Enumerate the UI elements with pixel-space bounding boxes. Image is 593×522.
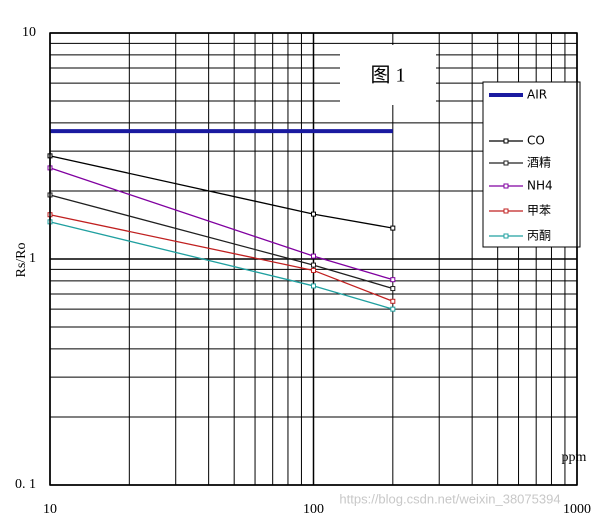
legend-box [482, 81, 581, 248]
data-point [390, 306, 396, 312]
data-point [390, 225, 396, 231]
legend-marker [503, 138, 509, 144]
data-point [311, 262, 316, 268]
legend-marker [503, 183, 509, 189]
legend-label: 丙酮 [527, 229, 551, 243]
data-point [390, 286, 396, 292]
data-point [390, 277, 396, 283]
watermark: https://blog.csdn.net/weixin_38075394 [339, 491, 560, 506]
y-tick-label: 1 [29, 251, 36, 266]
series-line [49, 221, 394, 310]
series-line [49, 214, 394, 302]
chart-title: 图 1 [371, 65, 406, 87]
legend-label: 甲苯 [527, 204, 551, 218]
legend-label: NH4 [527, 179, 553, 193]
legend-marker [503, 233, 509, 239]
data-point [311, 267, 316, 273]
legend-marker [503, 208, 509, 214]
y-tick-label: 10 [22, 25, 36, 40]
title-box [340, 45, 436, 105]
legend-label: AIR [527, 88, 547, 102]
series-line [49, 155, 393, 229]
plot-border [49, 32, 578, 486]
data-point [311, 253, 316, 259]
series-line [49, 194, 394, 290]
legend-label: 酒精 [527, 156, 551, 170]
y-axis-label: Rs/Ro [14, 242, 29, 277]
data-point [311, 211, 316, 217]
x-tick-label: 1000 [563, 502, 591, 517]
x-tick-label: 10 [43, 502, 57, 517]
x-tick-label: 100 [303, 502, 324, 517]
data-point [311, 283, 316, 289]
x-axis-label: ppm [562, 450, 587, 465]
data-point [390, 298, 396, 304]
legend-marker [503, 160, 509, 166]
legend-label: CO [527, 134, 545, 148]
y-tick-label: 0. 1 [15, 477, 36, 492]
